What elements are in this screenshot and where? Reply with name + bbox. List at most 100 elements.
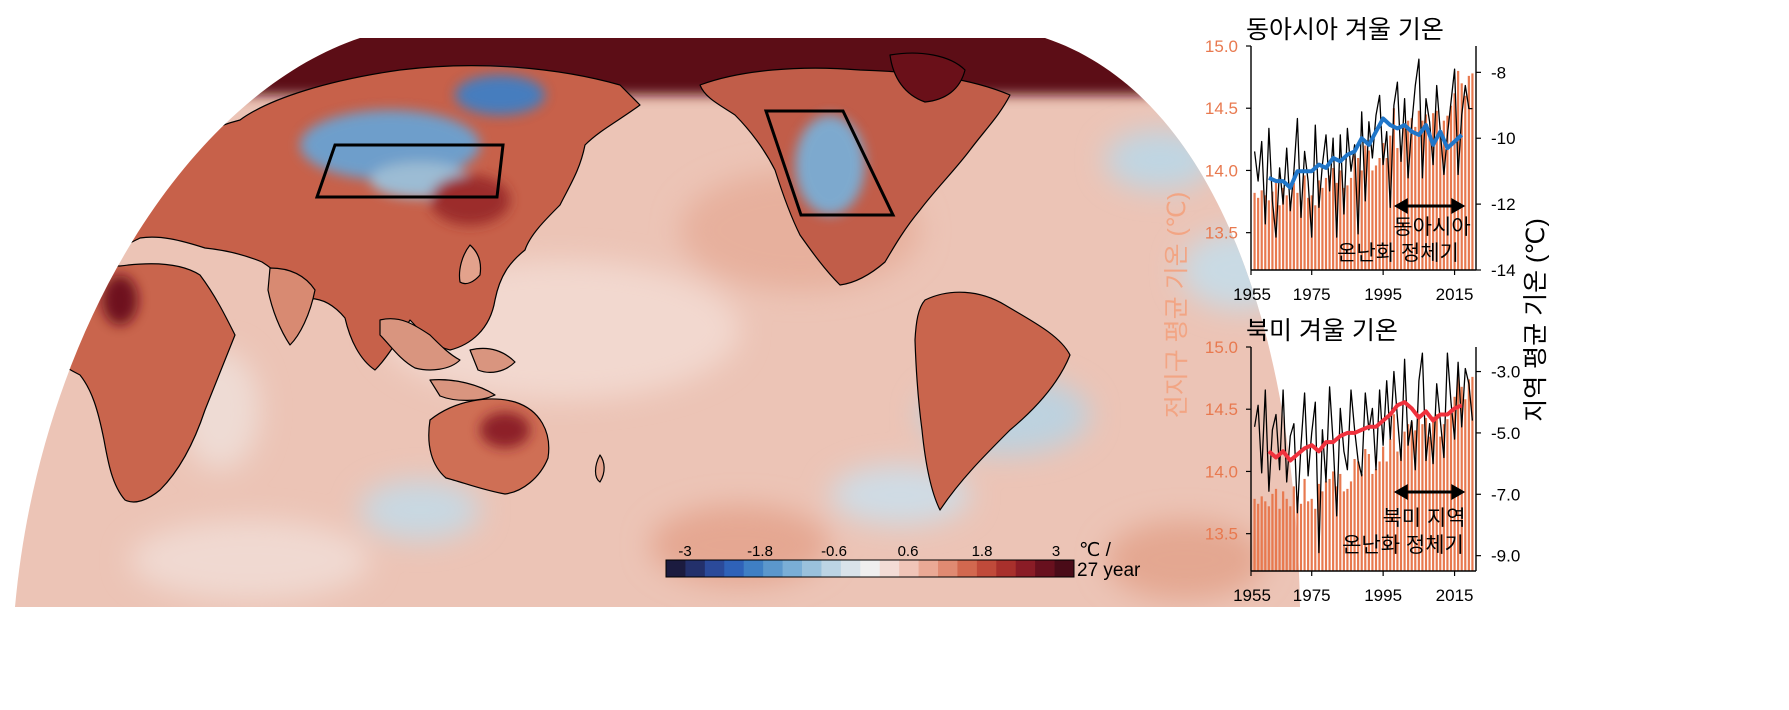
land-patch	[795, 115, 865, 215]
bar	[1471, 376, 1474, 571]
colorbar-tick: 0.6	[898, 543, 919, 560]
x-tick-label: 1995	[1364, 586, 1402, 605]
bar	[1310, 498, 1313, 571]
arrow-head-right	[1451, 198, 1466, 214]
bar	[1292, 182, 1295, 270]
bar	[1424, 114, 1428, 270]
colorbar-unit: 27 year	[1077, 560, 1141, 581]
x-ticks	[1250, 270, 1456, 275]
bar	[1371, 473, 1374, 571]
bar	[1307, 501, 1310, 571]
bar	[1285, 498, 1288, 571]
bar	[1257, 503, 1260, 571]
colorbar-swatch	[743, 560, 764, 577]
bar	[1442, 120, 1445, 271]
bar	[1382, 446, 1385, 571]
right-tick-label: -12	[1491, 195, 1516, 214]
bar	[1321, 187, 1324, 270]
bar	[1457, 374, 1460, 571]
x-tick-label: 1975	[1293, 586, 1331, 605]
bar	[1324, 177, 1328, 270]
bar	[1439, 436, 1442, 571]
left-tick-label: 14.5	[1205, 400, 1238, 419]
land-patch	[455, 75, 545, 115]
bar	[1460, 386, 1463, 571]
bar	[1407, 424, 1410, 571]
hiatus-arrow	[1393, 484, 1466, 500]
bar	[1453, 93, 1456, 271]
running-mean-line	[1268, 116, 1464, 190]
east-asia-chart: 동아시아 겨울 기온 13.5 14.0 14.5 15.0 -14 -12 -…	[1205, 16, 1516, 304]
colorbar-unit: ℃ /	[1079, 540, 1112, 561]
right-tick-label: -7.0	[1491, 485, 1520, 504]
right-tick-label: -14	[1491, 261, 1516, 280]
running-mean-line	[1267, 400, 1463, 463]
bar	[1282, 491, 1285, 571]
bar	[1264, 501, 1267, 571]
bar	[1292, 486, 1295, 571]
bar	[1374, 165, 1378, 270]
bar	[1335, 486, 1338, 571]
bar	[1278, 205, 1281, 270]
x-tick-label: 1995	[1364, 285, 1402, 304]
bar	[1392, 108, 1395, 270]
colorbar-tick: -1.8	[747, 543, 773, 560]
right-tick-labels: -9.0 -7.0 -5.0 -3.0	[1491, 363, 1520, 566]
right-tick-label: -9.0	[1491, 547, 1520, 566]
right-tick-label: -10	[1491, 129, 1516, 148]
bar	[1264, 195, 1267, 270]
arrow-head-left	[1393, 198, 1408, 214]
colorbar-swatch	[666, 560, 686, 577]
annotation-line: 북미 지역	[1382, 507, 1465, 530]
bar	[1360, 170, 1363, 270]
right-ticks	[1476, 71, 1481, 271]
bar	[1424, 417, 1428, 571]
x-tick-labels: 1955 1975 1995 2015	[1233, 586, 1473, 605]
bar	[1399, 449, 1403, 571]
colorbar-ticks: -3 -1.8 -0.6 0.6 1.8 3	[678, 543, 1060, 560]
bar	[1296, 192, 1299, 270]
bar	[1392, 414, 1395, 571]
bar	[1367, 150, 1370, 270]
left-tick-label: 13.5	[1205, 525, 1238, 544]
bar	[1314, 205, 1317, 270]
x-tick-label: 1975	[1293, 285, 1331, 304]
right-tick-label: -8	[1491, 63, 1506, 82]
bar	[1428, 133, 1431, 270]
bar	[1253, 498, 1256, 571]
annual-line	[1253, 58, 1473, 238]
bar	[1446, 115, 1449, 270]
annual-line	[1253, 352, 1474, 554]
bar	[1439, 133, 1442, 270]
ocean-patch	[1105, 520, 1265, 600]
bar	[1414, 126, 1417, 270]
right-tick-label: -3.0	[1491, 363, 1520, 382]
colorbar-swatch	[1035, 560, 1056, 577]
bar	[1432, 416, 1435, 571]
x-tick-label: 2015	[1436, 285, 1474, 304]
colorbar-swatch	[957, 560, 978, 577]
ocean-patch	[130, 520, 370, 600]
bar	[1382, 143, 1385, 270]
bar	[1471, 73, 1474, 270]
bar	[1353, 459, 1356, 571]
new-zealand	[594, 454, 605, 483]
x-tick-label: 1955	[1233, 285, 1271, 304]
bar	[1410, 421, 1413, 571]
colorbar-swatch	[879, 560, 900, 577]
bar	[1303, 478, 1306, 571]
series-lines	[1253, 58, 1473, 238]
colorbar-swatch	[899, 560, 920, 577]
bar	[1299, 200, 1303, 270]
left-tick-label: 14.0	[1205, 161, 1238, 180]
bar	[1460, 83, 1463, 270]
bar	[1449, 409, 1453, 571]
bar	[1332, 471, 1335, 571]
left-ticks	[1246, 45, 1251, 234]
colorbar-swatch	[685, 560, 706, 577]
bar	[1378, 461, 1381, 571]
bar	[1378, 158, 1381, 270]
land-cold-anomalies	[102, 75, 865, 448]
bar	[1267, 200, 1270, 270]
